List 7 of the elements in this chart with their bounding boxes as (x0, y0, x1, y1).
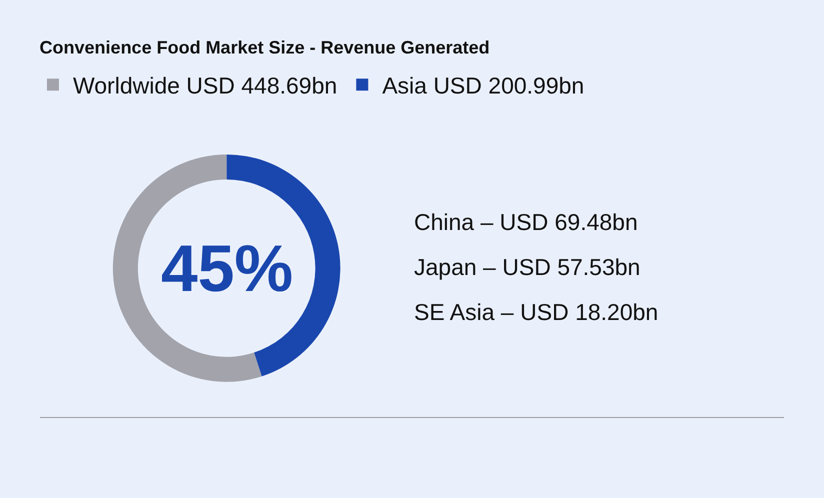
legend-label: Worldwide USD 448.69bn (72, 72, 338, 99)
chart-title: Convenience Food Market Size - Revenue Generated (40, 38, 490, 58)
text: SE Asia – USD 18.20bn (414, 299, 658, 325)
legend-label: Asia USD 200.99bn (382, 72, 584, 99)
text: Japan – USD 57.53bn (414, 254, 640, 280)
text: China – USD 69.48bn (414, 209, 638, 235)
text: 45% (161, 231, 294, 305)
